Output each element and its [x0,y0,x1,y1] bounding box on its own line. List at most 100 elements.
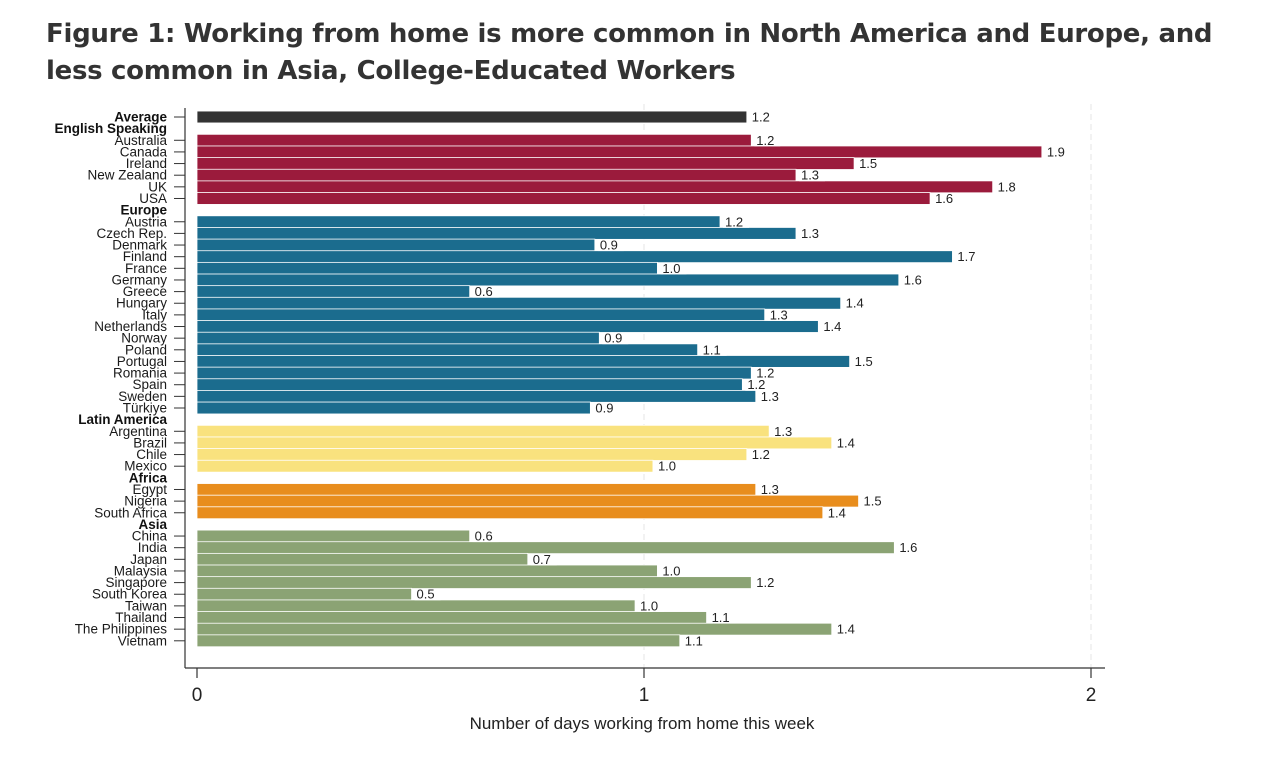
value-label-bg [758,391,785,403]
bar [196,273,900,287]
value-label-bg [852,356,879,368]
bar [196,552,529,566]
value-label-bg [745,379,772,391]
group-header: Africa [129,470,168,485]
category-label: Türkiye [123,401,167,416]
category-label: UK [148,179,167,194]
category-label: Argentina [109,424,167,439]
value-label-bg [995,181,1022,193]
value-label: 1.4 [837,622,855,637]
value-label: 1.8 [998,179,1016,194]
value-label: 1.0 [662,563,680,578]
value-label: 1.3 [801,168,819,183]
category-label: Singapore [105,575,167,590]
chart-title: Figure 1: Working from home is more comm… [46,19,1213,86]
value-label-bg [821,321,848,333]
category-label: Canada [120,144,168,159]
bar [196,180,994,194]
category-label: Sweden [118,389,167,404]
value-label: 1.2 [752,110,770,125]
value-label-bg [749,112,776,123]
value-label: 1.6 [935,191,953,206]
bar [196,390,757,403]
bar [196,133,752,147]
bar [196,261,658,275]
category-label: Spain [132,377,167,392]
bar [196,157,855,170]
value-label-bg [955,251,982,263]
bar [196,250,953,264]
bar [196,168,797,182]
bar [196,296,842,310]
group-header: Asia [138,517,167,532]
value-label-bg [825,507,852,519]
category-label: Czech Rep. [96,226,167,241]
group-header: English Speaking [54,121,167,136]
value-label: 1.2 [756,133,774,148]
value-label: 0.6 [475,284,493,299]
category-label: Netherlands [94,319,167,334]
bar [196,459,654,473]
value-label-bg [834,624,861,636]
value-label: 1.4 [846,296,864,311]
value-label-bg [798,228,825,240]
category-label: Hungary [116,296,167,311]
value-label-bg [933,193,960,205]
bar [196,622,833,636]
value-label: 1.1 [703,342,721,357]
value-label: 1.3 [761,482,779,497]
bar [196,483,757,496]
value-label-bg [414,589,441,601]
value-label-bg [857,158,884,170]
value-label: 1.0 [662,261,680,276]
value-label-bg [798,170,825,182]
bar [196,436,833,450]
category-label: Egypt [132,482,167,497]
value-label-bg [700,344,727,356]
value-label: 1.9 [1047,144,1065,159]
category-label: Japan [130,552,167,567]
value-label: 1.6 [904,272,922,287]
bar [196,215,721,229]
value-label-bg [638,600,665,612]
value-label: 1.3 [774,424,792,439]
bar [196,331,600,345]
bar [196,110,748,124]
value-label: 1.0 [640,598,658,613]
category-label: Romania [113,366,168,381]
value-label: 0.9 [604,331,622,346]
value-label-bg [472,286,499,298]
bar [196,634,681,648]
value-label-bg [1044,146,1071,158]
category-label: Brazil [133,435,167,450]
category-label: Poland [125,342,167,357]
category-label: South Africa [94,505,167,520]
value-label-bg [682,635,709,647]
value-label-bg [754,368,781,380]
value-label: 1.3 [770,307,788,322]
category-label: Average [114,110,167,125]
bar [196,576,752,589]
category-label: France [125,261,167,276]
value-label: 1.4 [837,435,855,450]
bar [196,587,412,601]
category-label: South Korea [92,587,168,602]
value-label-bg [472,531,499,543]
category-label: Germany [111,272,167,287]
value-label: 1.0 [658,459,676,474]
category-label: Australia [114,133,167,148]
group-header: Europe [120,203,167,218]
category-label: Denmark [112,238,167,253]
bar [196,285,471,298]
category-label: USA [139,191,167,206]
value-label: 1.2 [756,366,774,381]
category-label: Taiwan [125,598,167,613]
value-label: 1.2 [725,214,743,229]
value-label-bg [709,612,736,624]
value-label: 1.1 [685,633,703,648]
value-label-bg [754,135,781,147]
value-labels: 1.21.21.91.51.31.81.61.21.30.91.71.01.60… [414,110,1071,648]
category-label: China [132,529,168,544]
category-label: Norway [121,331,167,346]
